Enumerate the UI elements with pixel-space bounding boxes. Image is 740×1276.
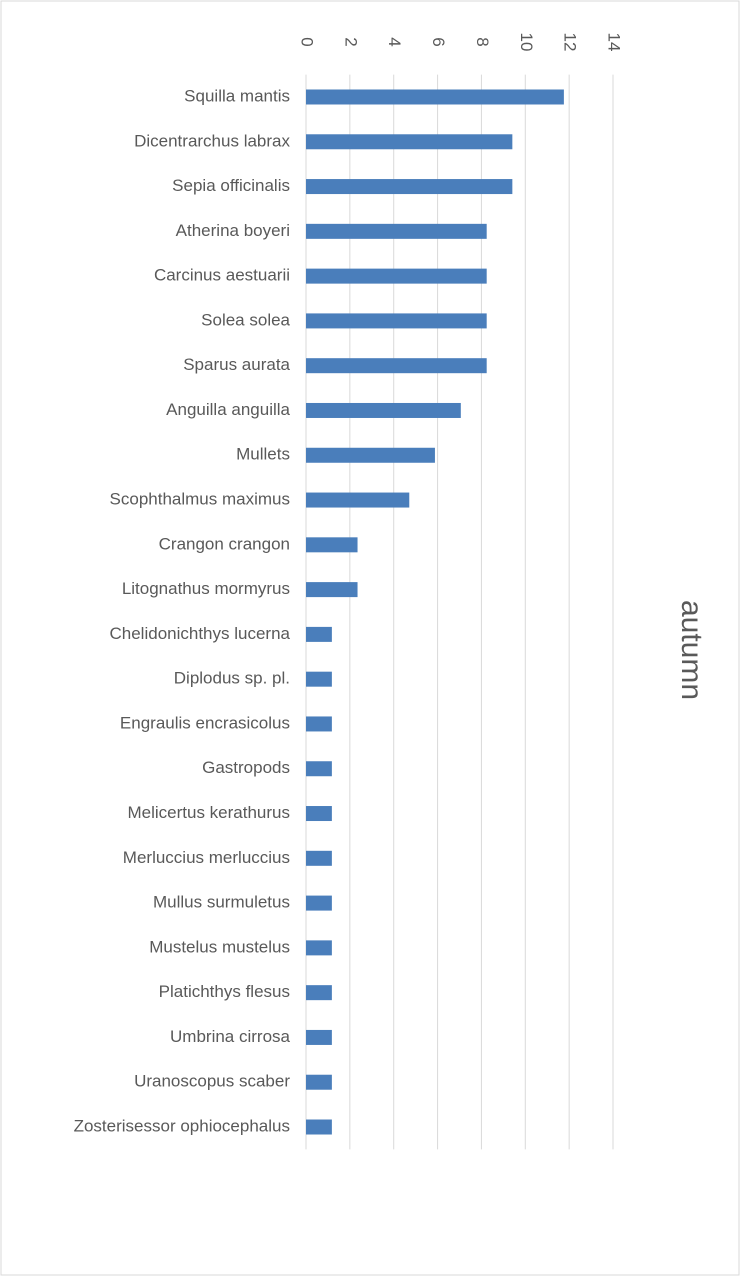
y-tick-label: Melicertus kerathurus (127, 803, 290, 822)
y-tick-label: Gastropods (202, 758, 290, 777)
bar (306, 895, 332, 911)
y-tick-label: Umbrina cirrosa (170, 1027, 291, 1046)
y-tick-label: Dicentrarchus labrax (134, 131, 290, 150)
y-tick-label: Zosterisessor ophiocephalus (74, 1116, 290, 1135)
x-tick-label: 6 (429, 37, 448, 46)
bar (306, 761, 332, 777)
bar (306, 850, 332, 866)
x-tick-label: 8 (473, 37, 492, 46)
y-tick-label: Uranoscopus scaber (134, 1072, 290, 1091)
y-tick-label: Sparus aurata (183, 355, 290, 374)
bar (306, 313, 487, 329)
bar (306, 492, 410, 508)
bar (306, 716, 332, 732)
x-tick-label: 4 (385, 37, 404, 46)
bar (306, 358, 487, 374)
x-tick-label: 10 (517, 33, 536, 52)
x-tick-label: 14 (605, 33, 624, 52)
bar (306, 985, 332, 1001)
bar (306, 537, 358, 553)
bar (306, 1029, 332, 1045)
y-tick-label: Mustelus mustelus (149, 937, 290, 956)
y-tick-label: Platichthys flesus (159, 982, 290, 1001)
y-tick-label: Carcinus aestuarii (154, 266, 290, 285)
bar (306, 402, 461, 418)
bar (306, 1074, 332, 1090)
bar (306, 223, 487, 239)
y-tick-label: Chelidonichthys lucerna (110, 624, 291, 643)
y-tick-label: Crangon crangon (159, 534, 290, 553)
y-tick-label: Solea solea (201, 310, 290, 329)
bar (306, 626, 332, 642)
bar (306, 806, 332, 822)
bar (306, 447, 435, 463)
bar (306, 89, 564, 105)
y-tick-label: Sepia officinalis (172, 176, 290, 195)
y-tick-label: Diplodus sp. pl. (174, 669, 290, 688)
y-tick-label: Scophthalmus maximus (110, 490, 290, 509)
bar (306, 671, 332, 687)
bar (306, 582, 358, 598)
bar (306, 268, 487, 284)
x-tick-label: 12 (561, 33, 580, 52)
y-tick-label: Mullus surmuletus (153, 893, 290, 912)
y-tick-label: Mullets (236, 445, 290, 464)
x-tick-label: 0 (298, 37, 317, 46)
bar (306, 179, 513, 195)
y-tick-label: Merluccius merluccius (123, 848, 290, 867)
y-tick-label: Engraulis encrasicolus (120, 713, 290, 732)
x-tick-label: 2 (341, 37, 360, 46)
axis-title: autumn (675, 600, 708, 700)
y-tick-label: Squilla mantis (184, 86, 290, 105)
y-tick-label: Anguilla anguilla (166, 400, 290, 419)
bar (306, 940, 332, 956)
bar (306, 134, 513, 150)
y-tick-label: Atherina boyeri (176, 221, 290, 240)
bar (306, 1119, 332, 1135)
y-tick-label: Litognathus mormyrus (122, 579, 290, 598)
